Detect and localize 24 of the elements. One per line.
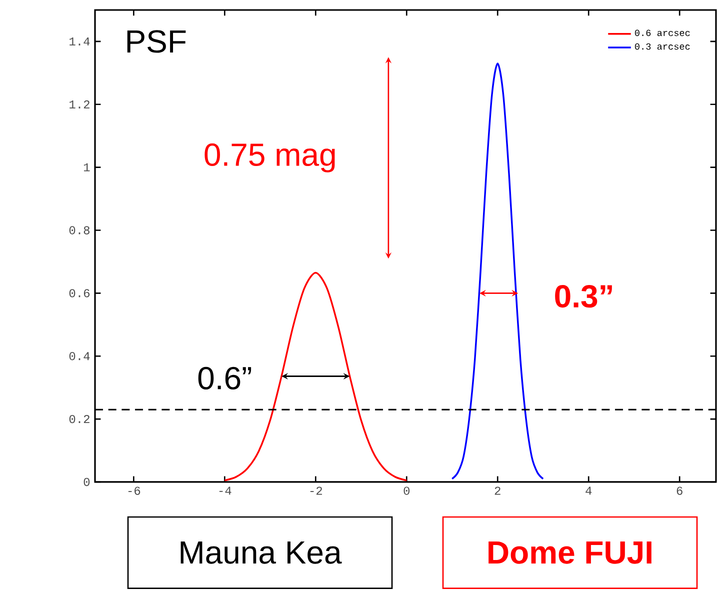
y-tick-label: 0 bbox=[84, 478, 90, 486]
text: Dome FUJI bbox=[488, 541, 652, 564]
y-tick-label: 0.8 bbox=[69, 226, 90, 234]
text: Mauna Kea bbox=[180, 541, 342, 564]
annotation: 0.6” bbox=[198, 366, 252, 390]
x-tick-label: 4 bbox=[586, 486, 592, 495]
y-tick-label: 1.2 bbox=[70, 100, 90, 108]
y-tick-label: 0.6 bbox=[69, 289, 90, 298]
x-tick-label: 6 bbox=[676, 486, 682, 495]
annotation: 0.75 mag bbox=[204, 143, 335, 172]
legend-label: 0.3 arcsec bbox=[634, 43, 690, 50]
legend-label: 0.6 arcsec bbox=[634, 30, 690, 36]
x-tick-label: 0 bbox=[404, 486, 410, 495]
y-tick-label: 0.2 bbox=[69, 414, 90, 424]
y-tick-label: 1 bbox=[84, 163, 90, 172]
y-tick-label: 1.4 bbox=[70, 38, 90, 46]
y-tick-label: 0.4 bbox=[69, 352, 90, 360]
x-tick-label: 2 bbox=[494, 486, 500, 495]
x-tick-label: -2 bbox=[310, 486, 322, 495]
line-series bbox=[451, 62, 544, 480]
annotation: 0.3” bbox=[555, 284, 612, 308]
x-tick-label: -4 bbox=[219, 486, 232, 495]
x-tick-label: -6 bbox=[128, 486, 140, 495]
annotation: PSF bbox=[127, 30, 186, 53]
